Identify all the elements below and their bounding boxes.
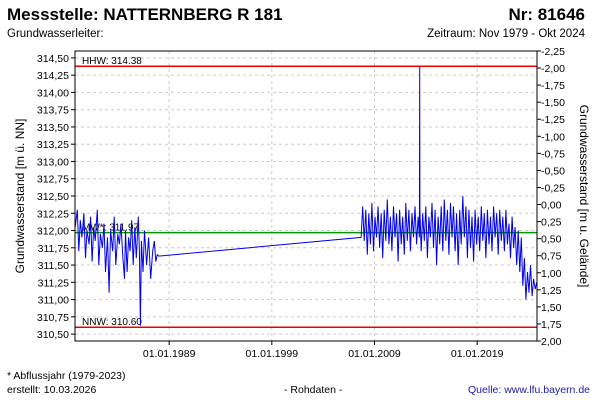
series-layer: [74, 66, 538, 326]
ref-label-hhw: HHW: 314.38: [82, 56, 142, 67]
right-tick-label: 1,50: [541, 302, 562, 314]
source-link[interactable]: Quelle: www.lfu.bayern.de: [468, 384, 590, 396]
tick-labels: 310,50 310,75 311,00 311,25 311,50 311,75 312,…: [37, 46, 565, 360]
right-tick-label: -1,25: [541, 114, 565, 126]
station-number: Nr: 81646: [508, 5, 585, 24]
right-tick-label: 0,50: [541, 234, 562, 246]
created-date: erstellt: 10.03.2026: [7, 384, 97, 396]
left-tick-label: 311,25: [38, 277, 69, 289]
x-tick-label: 01.01.1999: [246, 348, 299, 360]
left-tick-label: 312,50: [37, 191, 69, 203]
right-tick-label: 1,75: [541, 319, 562, 331]
left-tick-label: 313,50: [37, 122, 69, 134]
right-tick-label: -0,50: [541, 165, 565, 177]
left-tick-label: 312,25: [37, 208, 69, 220]
footnote: * Abflussjahr (1979-2023): [7, 370, 126, 382]
y-axis-label-right: Grundwasserstand [m u. Gelände]: [577, 105, 591, 288]
right-tick-label: 1,00: [541, 268, 562, 280]
station-title: Messstelle: NATTERNBERG R 181: [7, 5, 283, 24]
left-tick-label: 313,25: [37, 139, 69, 151]
right-tick-label: 0,25: [541, 217, 562, 229]
left-tick-label: 311,75: [38, 243, 69, 255]
left-tick-label: 310,75: [37, 312, 69, 324]
right-tick-label: -0,25: [541, 182, 565, 194]
left-tick-label: 312,00: [37, 226, 69, 238]
left-tick-label: 314,25: [37, 70, 69, 82]
right-tick-label: -0,75: [541, 148, 565, 160]
right-tick-label: -1,75: [541, 80, 565, 92]
left-tick-label: 313,75: [37, 105, 69, 117]
raw-data-label: - Rohdaten -: [284, 384, 343, 396]
left-tick-label: 312,75: [37, 174, 69, 186]
right-tick-label: -2,00: [541, 63, 565, 75]
right-tick-label: -1,00: [541, 131, 565, 143]
aquifer-label: Grundwasserleiter:: [7, 28, 104, 40]
period-label: Zeitraum: Nov 1979 - Okt 2024: [427, 28, 585, 40]
x-tick-label: 01.01.2019: [451, 348, 504, 360]
right-tick-label: 1,25: [541, 285, 562, 297]
ref-label-nnw: NNW: 310.60: [82, 317, 142, 328]
right-tick-label: 0,00: [541, 200, 562, 212]
right-tick-label: 0,75: [541, 251, 562, 263]
grid: [75, 51, 537, 341]
reference-lines: HHW: 314.38 MW*: 311.97 NNW: 310.60: [75, 56, 537, 328]
series-line: [74, 66, 538, 326]
left-tick-label: 314,50: [37, 53, 69, 65]
left-tick-label: 311,00: [38, 295, 69, 307]
left-tick-label: 310,50: [37, 329, 69, 341]
left-tick-label: 313,00: [37, 156, 69, 168]
ref-label-mw: MW*: 311.97: [82, 223, 139, 234]
right-tick-label: -2,25: [541, 46, 565, 58]
x-tick-label: 01.01.2009: [348, 348, 401, 360]
y-axis-label-left: Grundwasserstand [m ü. NN]: [13, 119, 27, 274]
left-tick-label: 311,50: [38, 260, 69, 272]
right-tick-label: 2,00: [541, 336, 562, 348]
x-tick-label: 01.01.1989: [143, 348, 196, 360]
right-tick-label: -1,50: [541, 97, 565, 109]
left-tick-label: 314,00: [37, 87, 69, 99]
